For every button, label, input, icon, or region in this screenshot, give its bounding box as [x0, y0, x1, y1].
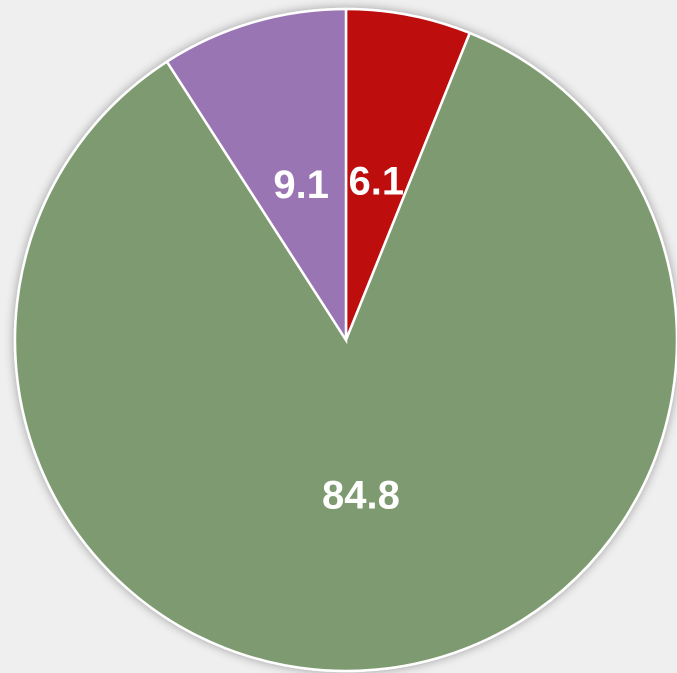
pie-slice [344, 7, 472, 341]
data-label: 84.8 [322, 474, 400, 518]
data-label: 9.1 [273, 163, 329, 207]
pie [13, 7, 677, 673]
pie-slice [13, 31, 677, 673]
data-label: 6.1 [348, 160, 404, 204]
pie-slice [165, 7, 348, 345]
